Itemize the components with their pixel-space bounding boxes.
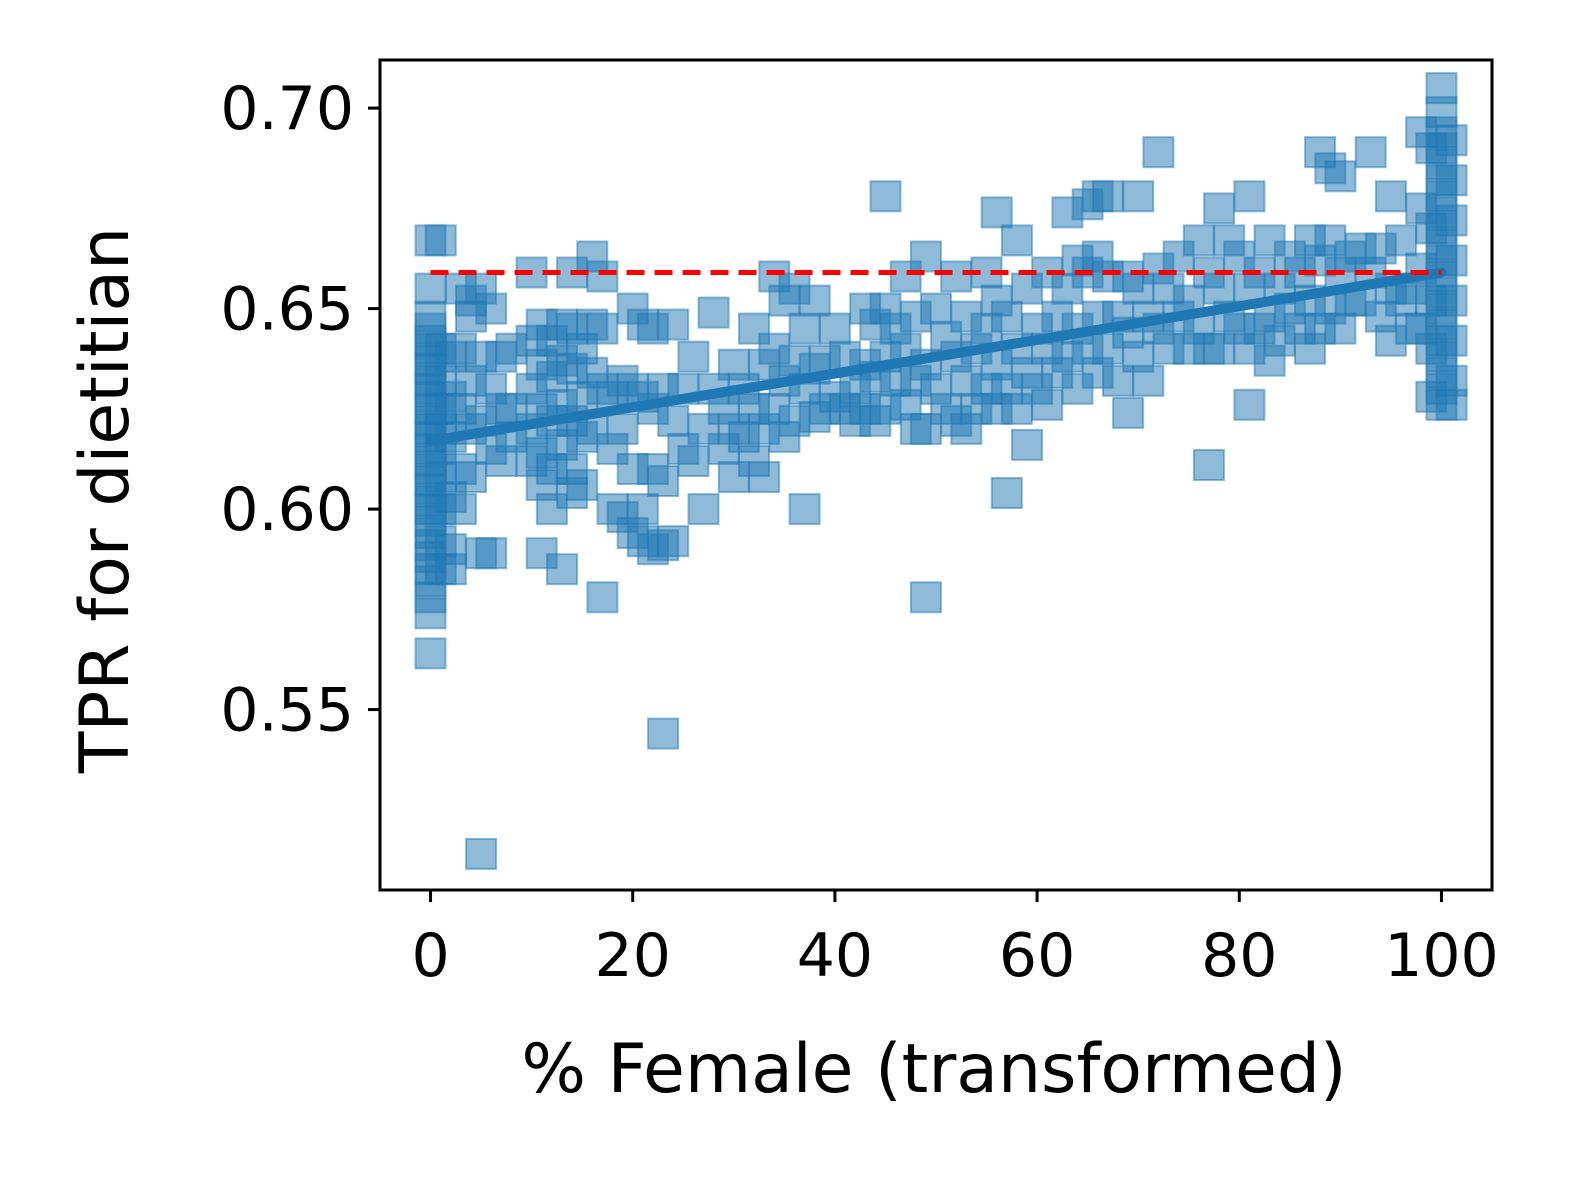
scatter-point — [647, 717, 680, 750]
scatter-point — [586, 312, 619, 345]
x-tick-label: 80 — [1201, 921, 1277, 991]
scatter-point — [414, 597, 447, 630]
y-tick-label: 0.55 — [220, 676, 354, 746]
scatter-point — [677, 445, 710, 477]
x-tick-label: 0 — [411, 921, 449, 991]
scatter-point — [586, 581, 619, 614]
trend-line — [425, 267, 1447, 446]
scatter-point — [1203, 192, 1236, 225]
scatter-point — [1435, 388, 1468, 421]
scatter-point — [677, 340, 710, 373]
scatter-point — [1182, 224, 1215, 257]
scatter-point — [990, 477, 1023, 509]
scatter-point — [798, 284, 831, 317]
x-tick-label: 60 — [999, 921, 1075, 991]
scatter-point — [1354, 136, 1387, 169]
scatter-point — [475, 537, 508, 570]
scatter-point — [1435, 124, 1468, 157]
x-axis-label: % Female (transformed) — [521, 1030, 1346, 1109]
scatter-point — [1132, 364, 1165, 397]
scatter-point — [1435, 324, 1468, 357]
scatter-point — [1112, 396, 1145, 429]
scatter-point — [1374, 180, 1407, 213]
scatter-point — [748, 461, 781, 493]
scatter-point — [1011, 428, 1043, 461]
scatter-point — [1203, 272, 1236, 305]
lines — [425, 267, 1447, 446]
scatter-point — [788, 312, 821, 345]
scatter-point — [657, 404, 690, 437]
scatter-point — [1122, 180, 1155, 213]
y-axis: 0.55 0.60 0.65 0.70 — [220, 74, 380, 746]
scatter-point — [869, 180, 902, 213]
scatter-point — [1142, 136, 1175, 169]
plot-frame — [378, 58, 1494, 892]
y-tick-label: 0.60 — [220, 475, 354, 545]
scatter-point — [606, 412, 639, 445]
scatter-point — [1385, 224, 1417, 257]
scatter-point — [657, 308, 690, 341]
scatter-point — [657, 525, 690, 558]
scatter-point — [414, 637, 447, 670]
scatter-points — [414, 72, 1468, 870]
scatter-point — [1233, 388, 1266, 421]
scatter-point — [818, 312, 851, 345]
scatter-point — [909, 581, 942, 614]
scatter-point — [546, 553, 578, 586]
x-axis: 0 20 40 60 80 100 — [411, 890, 1499, 991]
scatter-point — [1435, 204, 1468, 237]
scatter-point — [414, 272, 447, 305]
scatter-point — [1000, 224, 1033, 257]
x-tick-label: 40 — [797, 921, 873, 991]
scatter-point — [788, 493, 821, 526]
x-tick-label: 100 — [1384, 921, 1499, 991]
scatter-point — [990, 300, 1023, 333]
scatter-point — [687, 493, 720, 526]
y-tick-label: 0.70 — [220, 74, 354, 144]
scatter-point — [626, 493, 659, 526]
y-axis-label: TPR for dietitian — [66, 227, 145, 774]
scatter-point — [940, 260, 973, 293]
x-tick-label: 20 — [595, 921, 671, 991]
scatter-point — [909, 240, 942, 273]
scatter-point — [566, 469, 599, 501]
scatter-point — [1324, 312, 1357, 345]
scatter-point — [1435, 244, 1468, 277]
scatter-point — [434, 553, 467, 586]
scatter-point — [1192, 449, 1225, 481]
scatter-point — [1091, 180, 1124, 213]
scatter-point — [586, 260, 619, 293]
scatter-point — [424, 224, 457, 257]
scatter-point — [980, 196, 1013, 229]
scatter-point — [444, 493, 477, 526]
scatter-point — [647, 465, 680, 497]
scatter-point — [475, 292, 508, 325]
scatter-point — [1324, 160, 1357, 193]
scatter-point — [1233, 180, 1266, 213]
scatter-point — [1435, 164, 1468, 197]
scatter-point — [1435, 284, 1468, 317]
scatter-point — [465, 837, 498, 870]
scatter-point — [455, 461, 487, 493]
scatter-point — [920, 292, 952, 325]
scatter-point — [697, 296, 730, 329]
y-tick-label: 0.65 — [220, 275, 354, 345]
scatter-point — [1031, 388, 1064, 421]
